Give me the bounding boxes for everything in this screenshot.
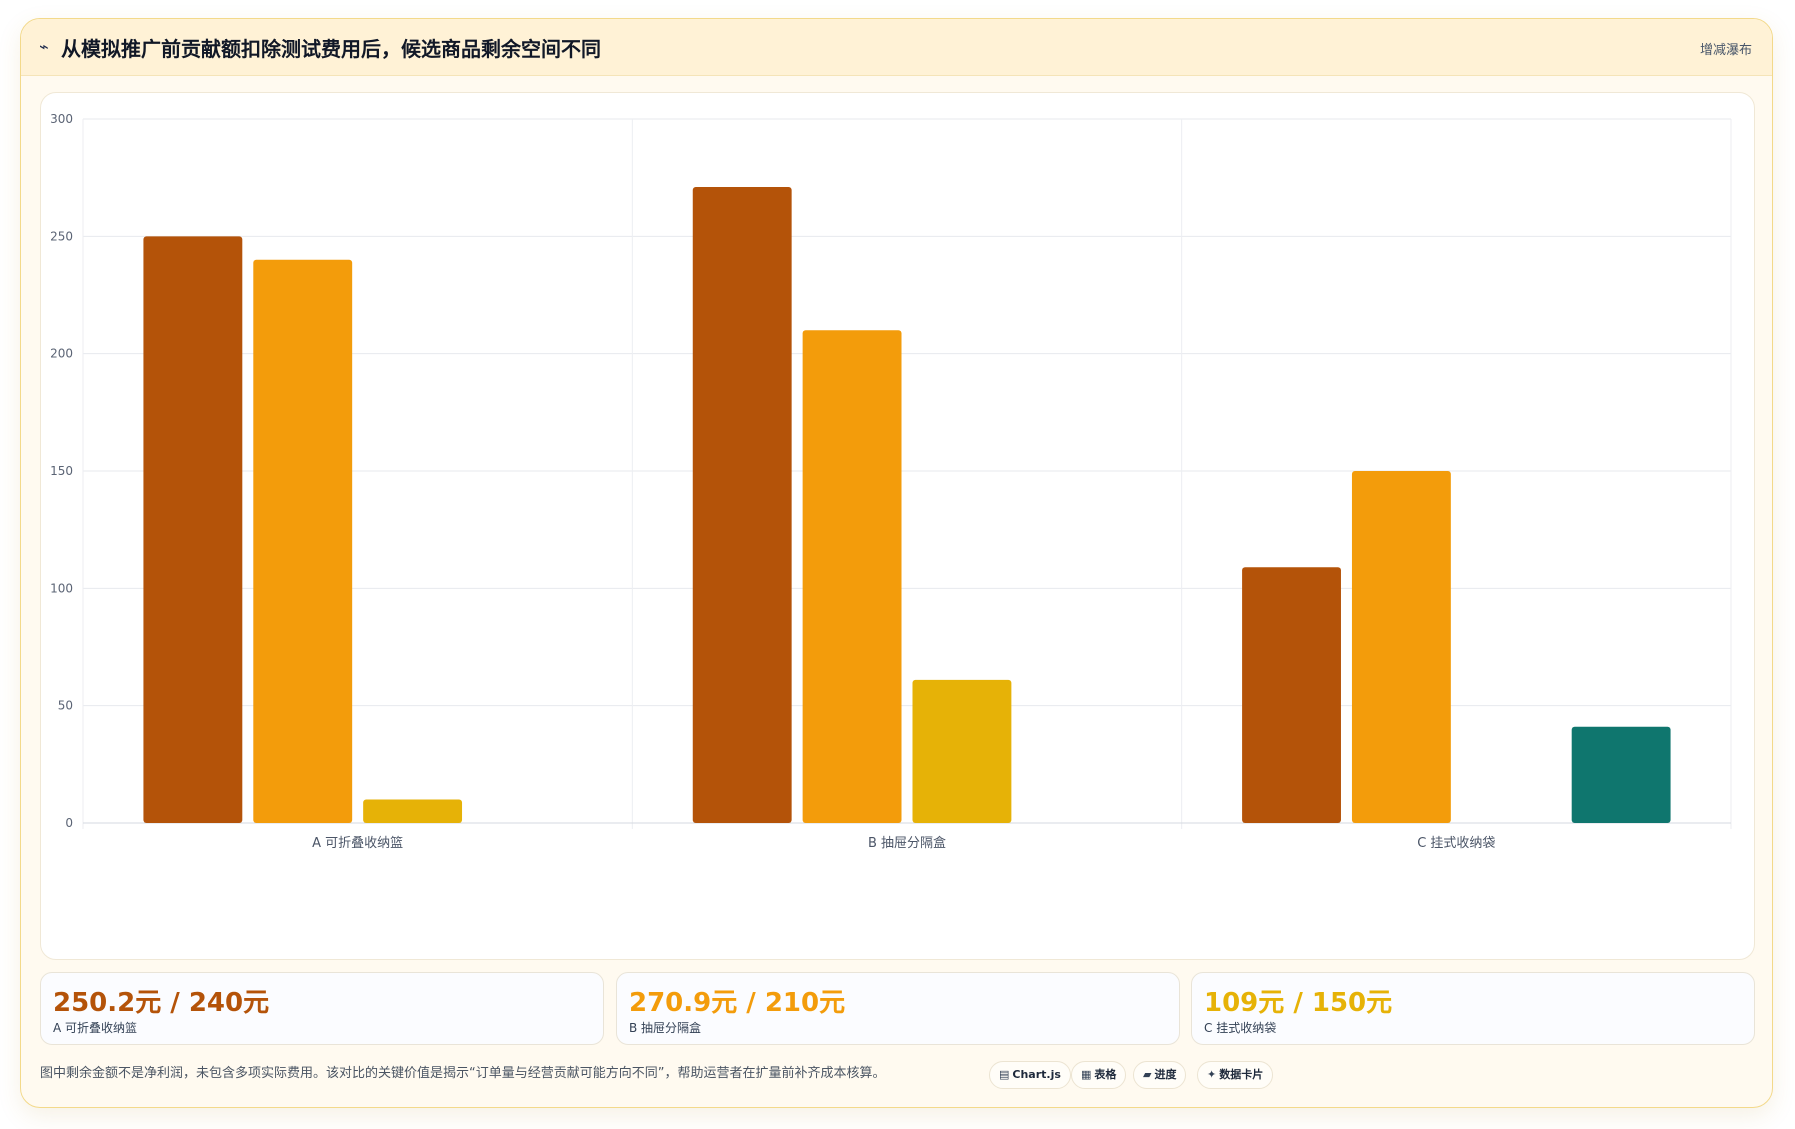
progress-icon: ▰ bbox=[1143, 1068, 1152, 1081]
bar-s2-c3 bbox=[1351, 471, 1451, 823]
card-title: 从模拟推广前贡献额扣除测试费用后，候选商品剩余空间不同 bbox=[61, 37, 601, 61]
stat-label-b: B 抽屉分隔盒 bbox=[629, 1021, 702, 1035]
chip-data-card[interactable]: ✦ 数据卡片 bbox=[1197, 1061, 1274, 1089]
chart-panel: 0 50 100 150 200 250 300 A 可折叠收纳篮 B 抽屉分隔盒 C 挂式收纳袋 bbox=[40, 92, 1755, 960]
stat-value-a: 250.2元 / 240元 bbox=[53, 988, 270, 1018]
trend-line-icon: ⌁ bbox=[39, 37, 49, 56]
chip-chartjs[interactable]: ▤ Chart.js bbox=[989, 1061, 1071, 1089]
stat-card-c: 109元 / 150元 C 挂式收纳袋 bbox=[1191, 972, 1755, 1045]
chip-label: 数据卡片 bbox=[1219, 1068, 1264, 1081]
x-category-label: C 挂式收纳袋 bbox=[1417, 836, 1495, 851]
stat-value-c: 109元 / 150元 bbox=[1204, 988, 1393, 1018]
chip-progress[interactable]: ▰ 进度 bbox=[1133, 1061, 1187, 1089]
y-tick-label: 0 bbox=[65, 816, 73, 830]
bar-s1-c1 bbox=[143, 236, 243, 824]
stat-card-b: 270.9元 / 210元 B 抽屉分隔盒 bbox=[616, 972, 1180, 1045]
x-category-label: B 抽屉分隔盒 bbox=[868, 835, 946, 851]
stat-label-c: C 挂式收纳袋 bbox=[1204, 1021, 1277, 1035]
bar-s1-c2 bbox=[692, 187, 792, 823]
bar-s4-c3 bbox=[1571, 726, 1671, 823]
chart-type-badge[interactable]: 增减瀑布 bbox=[1699, 43, 1752, 58]
y-tick-label: 50 bbox=[58, 699, 73, 713]
card-header: ⌁ 从模拟推广前贡献额扣除测试费用后，候选商品剩余空间不同 增减瀑布 bbox=[21, 19, 1772, 76]
y-tick-label: 250 bbox=[50, 229, 73, 243]
report-card: ⌁ 从模拟推广前贡献额扣除测试费用后，候选商品剩余空间不同 增减瀑布 0 50 10… bbox=[20, 18, 1773, 1108]
stat-card-a: 250.2元 / 240元 A 可折叠收纳篮 bbox=[40, 972, 604, 1045]
bar-s1-c3 bbox=[1242, 567, 1341, 823]
bar-chart: 0 50 100 150 200 250 300 A 可折叠收纳篮 B 抽屉分隔盒 C 挂式收纳袋 bbox=[50, 112, 1732, 851]
bar-s2-c2 bbox=[802, 330, 902, 823]
x-category-label: A 可折叠收纳篮 bbox=[312, 836, 403, 851]
stat-label-a: A 可折叠收纳篮 bbox=[53, 1021, 138, 1035]
bar-s2-c1 bbox=[253, 259, 353, 823]
table-icon: ▦ bbox=[1081, 1068, 1092, 1081]
stat-value-b: 270.9元 / 210元 bbox=[629, 988, 846, 1018]
y-tick-label: 150 bbox=[50, 464, 73, 478]
sparkle-icon: ✦ bbox=[1207, 1068, 1217, 1081]
chip-label: Chart.js bbox=[1012, 1068, 1061, 1081]
y-tick-label: 200 bbox=[50, 347, 73, 361]
bar-s3-c1 bbox=[363, 799, 463, 823]
stat-cards: 250.2元 / 240元 A 可折叠收纳篮 270.9元 / 210元 B 抽… bbox=[40, 972, 1755, 1046]
y-tick-label: 100 bbox=[50, 581, 73, 595]
y-tick-label: 300 bbox=[50, 112, 73, 126]
footer-note: 图中剩余金额不是净利润，未包含多项实际费用。该对比的关键价值是揭示“订单量与经营… bbox=[40, 1066, 886, 1081]
chip-table[interactable]: ▦ 表格 bbox=[1071, 1061, 1127, 1089]
chip-label: 进度 bbox=[1154, 1068, 1177, 1081]
chip-label: 表格 bbox=[1094, 1068, 1117, 1081]
chart-icon: ▤ bbox=[999, 1068, 1010, 1081]
bar-s3-c2 bbox=[912, 679, 1012, 823]
